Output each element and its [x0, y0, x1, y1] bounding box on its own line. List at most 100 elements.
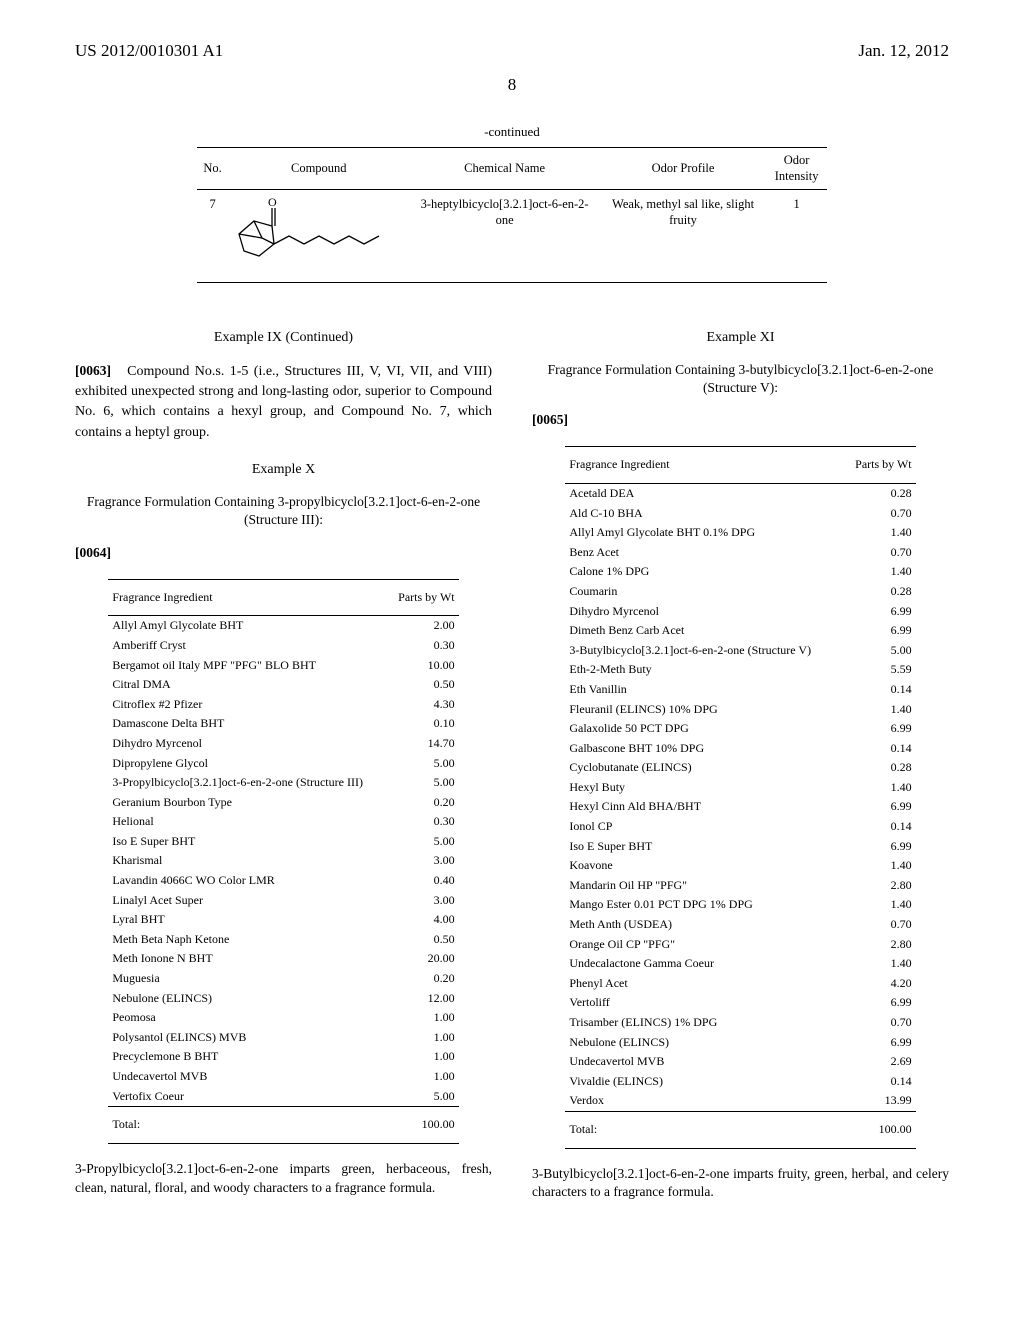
- patent-id: US 2012/0010301 A1: [75, 40, 223, 62]
- parts-cell: 1.40: [844, 895, 916, 915]
- parts-cell: 1.00: [389, 1067, 459, 1087]
- table-row: Koavone1.40: [565, 856, 915, 876]
- parts-cell: 5.00: [389, 754, 459, 774]
- table-end: [108, 1143, 458, 1144]
- ingredient-cell: Galaxolide 50 PCT DPG: [565, 719, 843, 739]
- ingredient-cell: Undecalactone Gamma Coeur: [565, 954, 843, 974]
- row-no: 7: [197, 189, 227, 282]
- chemical-structure-icon: O: [234, 196, 404, 276]
- parts-cell: 0.30: [389, 812, 459, 832]
- ingredient-cell: Trisamber (ELINCS) 1% DPG: [565, 1013, 843, 1033]
- parts-cell: 0.20: [389, 969, 459, 989]
- ingredient-cell: Polysantol (ELINCS) MVB: [108, 1028, 388, 1048]
- parts-cell: 5.59: [844, 660, 916, 680]
- col-intensity: Odor Intensity: [767, 148, 827, 190]
- parts-cell: 14.70: [389, 734, 459, 754]
- parts-cell: 0.14: [844, 739, 916, 759]
- col-no: No.: [197, 148, 227, 190]
- publication-date: Jan. 12, 2012: [858, 40, 949, 62]
- example-11-note: 3-Butylbicyclo[3.2.1]oct-6-en-2-one impa…: [532, 1165, 949, 1203]
- example-10-subtitle: Fragrance Formulation Containing 3-propy…: [75, 493, 492, 529]
- para-index-63: [0063]: [75, 363, 111, 378]
- parts-cell: 1.40: [844, 523, 916, 543]
- ingredient-cell: Helional: [108, 812, 388, 832]
- parts-cell: 12.00: [389, 989, 459, 1009]
- ingredient-cell: Meth Beta Naph Ketone: [108, 930, 388, 950]
- table-row: Trisamber (ELINCS) 1% DPG0.70: [565, 1013, 915, 1033]
- table-end: [565, 1148, 915, 1149]
- parts-cell: 6.99: [844, 837, 916, 857]
- ingredient-cell: Hexyl Cinn Ald BHA/BHT: [565, 797, 843, 817]
- parts-cell: 0.40: [389, 871, 459, 891]
- table-row: Undecalactone Gamma Coeur1.40: [565, 954, 915, 974]
- ingredient-cell: Fleuranil (ELINCS) 10% DPG: [565, 700, 843, 720]
- parts-cell: 0.70: [844, 1013, 916, 1033]
- ingredient-cell: Calone 1% DPG: [565, 562, 843, 582]
- total-value: 100.00: [389, 1107, 459, 1143]
- parts-cell: 0.14: [844, 680, 916, 700]
- continued-table-block: -continued No. Compound Chemical Name Od…: [197, 124, 826, 282]
- table-row: Polysantol (ELINCS) MVB1.00: [108, 1028, 458, 1048]
- ingredient-cell: Citral DMA: [108, 675, 388, 695]
- table-row: Dipropylene Glycol5.00: [108, 754, 458, 774]
- ingredient-cell: Lavandin 4066C WO Color LMR: [108, 871, 388, 891]
- table-row: Precyclemone B BHT1.00: [108, 1047, 458, 1067]
- ingredient-cell: Citroflex #2 Pfizer: [108, 695, 388, 715]
- ingredient-cell: Mandarin Oil HP "PFG": [565, 876, 843, 896]
- parts-cell: 1.40: [844, 700, 916, 720]
- parts-cell: 13.99: [844, 1091, 916, 1111]
- table-row: Mango Ester 0.01 PCT DPG 1% DPG1.40: [565, 895, 915, 915]
- parts-cell: 6.99: [844, 1033, 916, 1053]
- ingredient-cell: Linalyl Acet Super: [108, 891, 388, 911]
- page-number: 8: [75, 74, 949, 96]
- ingredient-cell: Iso E Super BHT: [108, 832, 388, 852]
- parts-cell: 6.99: [844, 993, 916, 1013]
- table-row: Allyl Amyl Glycolate BHT 0.1% DPG1.40: [565, 523, 915, 543]
- parts-cell: 0.50: [389, 930, 459, 950]
- ingredient-cell: Eth Vanillin: [565, 680, 843, 700]
- table-row: Cyclobutanate (ELINCS)0.28: [565, 758, 915, 778]
- table-row: Amberiff Cryst0.30: [108, 636, 458, 656]
- ingredient-cell: 3-Propylbicyclo[3.2.1]oct-6-en-2-one (St…: [108, 773, 388, 793]
- ingredient-cell: Eth-2-Meth Buty: [565, 660, 843, 680]
- table-row: Meth Anth (USDEA)0.70: [565, 915, 915, 935]
- example-10-heading: Example X: [75, 461, 492, 479]
- para-63-text: Compound No.s. 1-5 (i.e., Structures III…: [75, 364, 492, 440]
- ft11-h1: Fragrance Ingredient: [565, 447, 843, 484]
- parts-cell: 10.00: [389, 656, 459, 676]
- parts-cell: 5.00: [389, 773, 459, 793]
- parts-cell: 1.40: [844, 856, 916, 876]
- table-row: Nebulone (ELINCS)6.99: [565, 1033, 915, 1053]
- parts-cell: 5.00: [844, 641, 916, 661]
- table-row: Hexyl Buty1.40: [565, 778, 915, 798]
- row-odor: Weak, methyl sal like, slight fruity: [599, 189, 766, 282]
- table-row: Benz Acet0.70: [565, 543, 915, 563]
- parts-cell: 2.80: [844, 876, 916, 896]
- ingredient-cell: Vertoliff: [565, 993, 843, 1013]
- parts-cell: 20.00: [389, 949, 459, 969]
- example-11-heading: Example XI: [532, 329, 949, 347]
- table-row: 3-Propylbicyclo[3.2.1]oct-6-en-2-one (St…: [108, 773, 458, 793]
- parts-cell: 0.50: [389, 675, 459, 695]
- parts-cell: 6.99: [844, 621, 916, 641]
- table-row: Galaxolide 50 PCT DPG6.99: [565, 719, 915, 739]
- right-column: Example XI Fragrance Formulation Contain…: [532, 311, 949, 1203]
- example-9-paragraph: [0063] Compound No.s. 1-5 (i.e., Structu…: [75, 361, 492, 443]
- parts-cell: 0.14: [844, 817, 916, 837]
- parts-cell: 0.14: [844, 1072, 916, 1092]
- table-row: Geranium Bourbon Type0.20: [108, 793, 458, 813]
- table-row: 3-Butylbicyclo[3.2.1]oct-6-en-2-one (Str…: [565, 641, 915, 661]
- ingredient-cell: Dimeth Benz Carb Acet: [565, 621, 843, 641]
- ingredient-cell: Undecavertol MVB: [108, 1067, 388, 1087]
- ingredient-cell: Geranium Bourbon Type: [108, 793, 388, 813]
- parts-cell: 1.00: [389, 1008, 459, 1028]
- table-row: Mandarin Oil HP "PFG"2.80: [565, 876, 915, 896]
- ingredient-cell: Vivaldie (ELINCS): [565, 1072, 843, 1092]
- table-row: Undecavertol MVB1.00: [108, 1067, 458, 1087]
- parts-cell: 2.80: [844, 935, 916, 955]
- total-row: Total:100.00: [108, 1107, 458, 1143]
- table-row: Acetald DEA0.28: [565, 483, 915, 503]
- table-row: Nebulone (ELINCS)12.00: [108, 989, 458, 1009]
- continued-caption: -continued: [197, 124, 826, 141]
- parts-cell: 0.28: [844, 582, 916, 602]
